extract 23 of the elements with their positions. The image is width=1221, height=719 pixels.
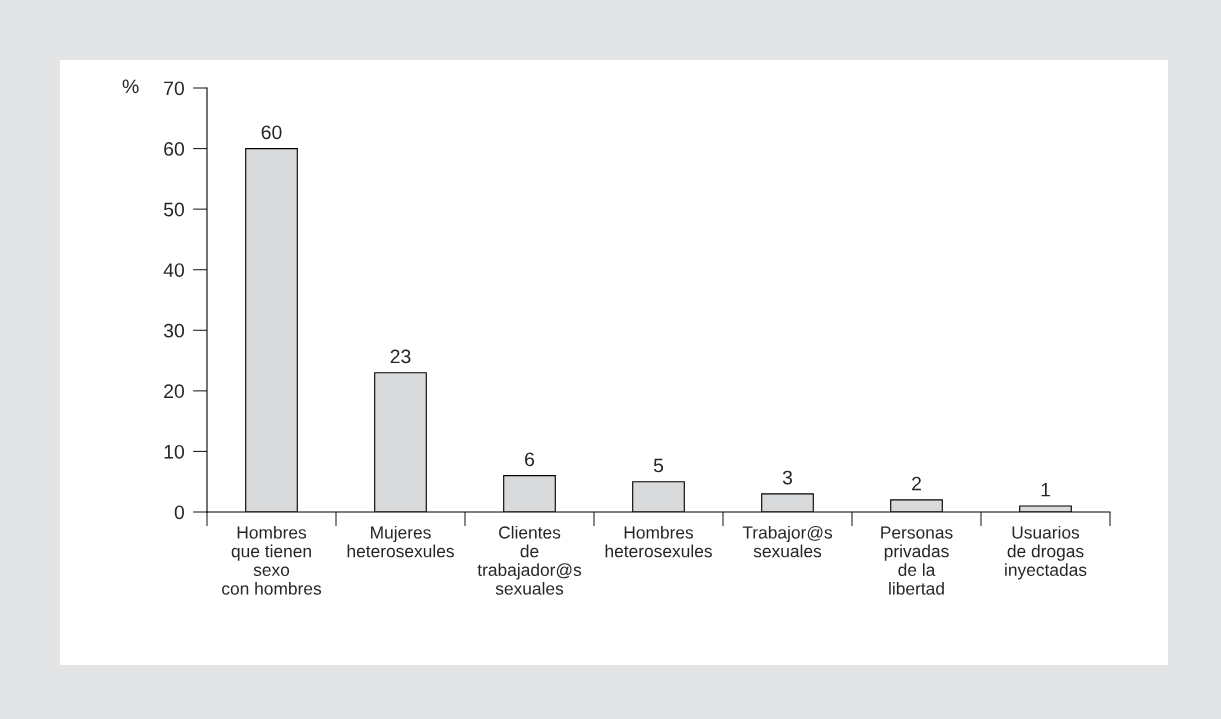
y-tick-label: 20 (164, 384, 185, 399)
y-tick-label: 40 (163, 263, 185, 277)
y-tick-label: 60 (164, 142, 185, 156)
y-axis-title: % (122, 79, 139, 94)
x-tick-label: Trabajor@s sexuales (742, 525, 833, 558)
data-label: 3 (782, 470, 793, 485)
data-label: 60 (261, 125, 282, 140)
y-tick-label: 70 (164, 81, 185, 96)
y-tick-label: 50 (163, 202, 185, 217)
data-label: 1 (1041, 482, 1050, 497)
x-tick-label: Mujeres heterosexules (347, 525, 454, 558)
y-tick-label: 0 (174, 505, 185, 520)
x-tick-label: Hombres heterosexules (605, 525, 712, 558)
x-tick-label: Usuarios de drogas inyectadas (1005, 525, 1087, 580)
x-tick-label: Personas privadas de la libertad (881, 526, 953, 595)
data-label: 6 (525, 452, 535, 467)
x-tick-label: Hombres que tienen sexo con hombres (222, 525, 322, 595)
data-label: 23 (390, 349, 411, 364)
y-tick-label: 30 (163, 323, 185, 338)
x-tick-label: Clientes de trabajador@s sexuales (477, 525, 582, 595)
y-tick-label: 10 (164, 444, 185, 459)
data-label: 2 (912, 476, 921, 491)
data-label: 5 (653, 458, 664, 473)
